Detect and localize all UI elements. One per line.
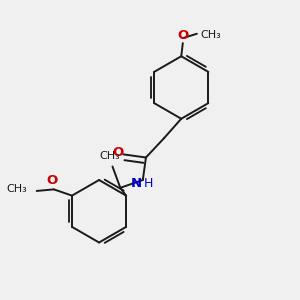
Text: O: O (47, 174, 58, 187)
Text: CH₃: CH₃ (100, 151, 120, 161)
Text: O: O (177, 28, 188, 42)
Text: CH₃: CH₃ (6, 184, 27, 194)
Text: N: N (130, 177, 142, 190)
Text: O: O (112, 146, 123, 159)
Text: CH₃: CH₃ (200, 30, 221, 40)
Text: H: H (144, 177, 153, 190)
